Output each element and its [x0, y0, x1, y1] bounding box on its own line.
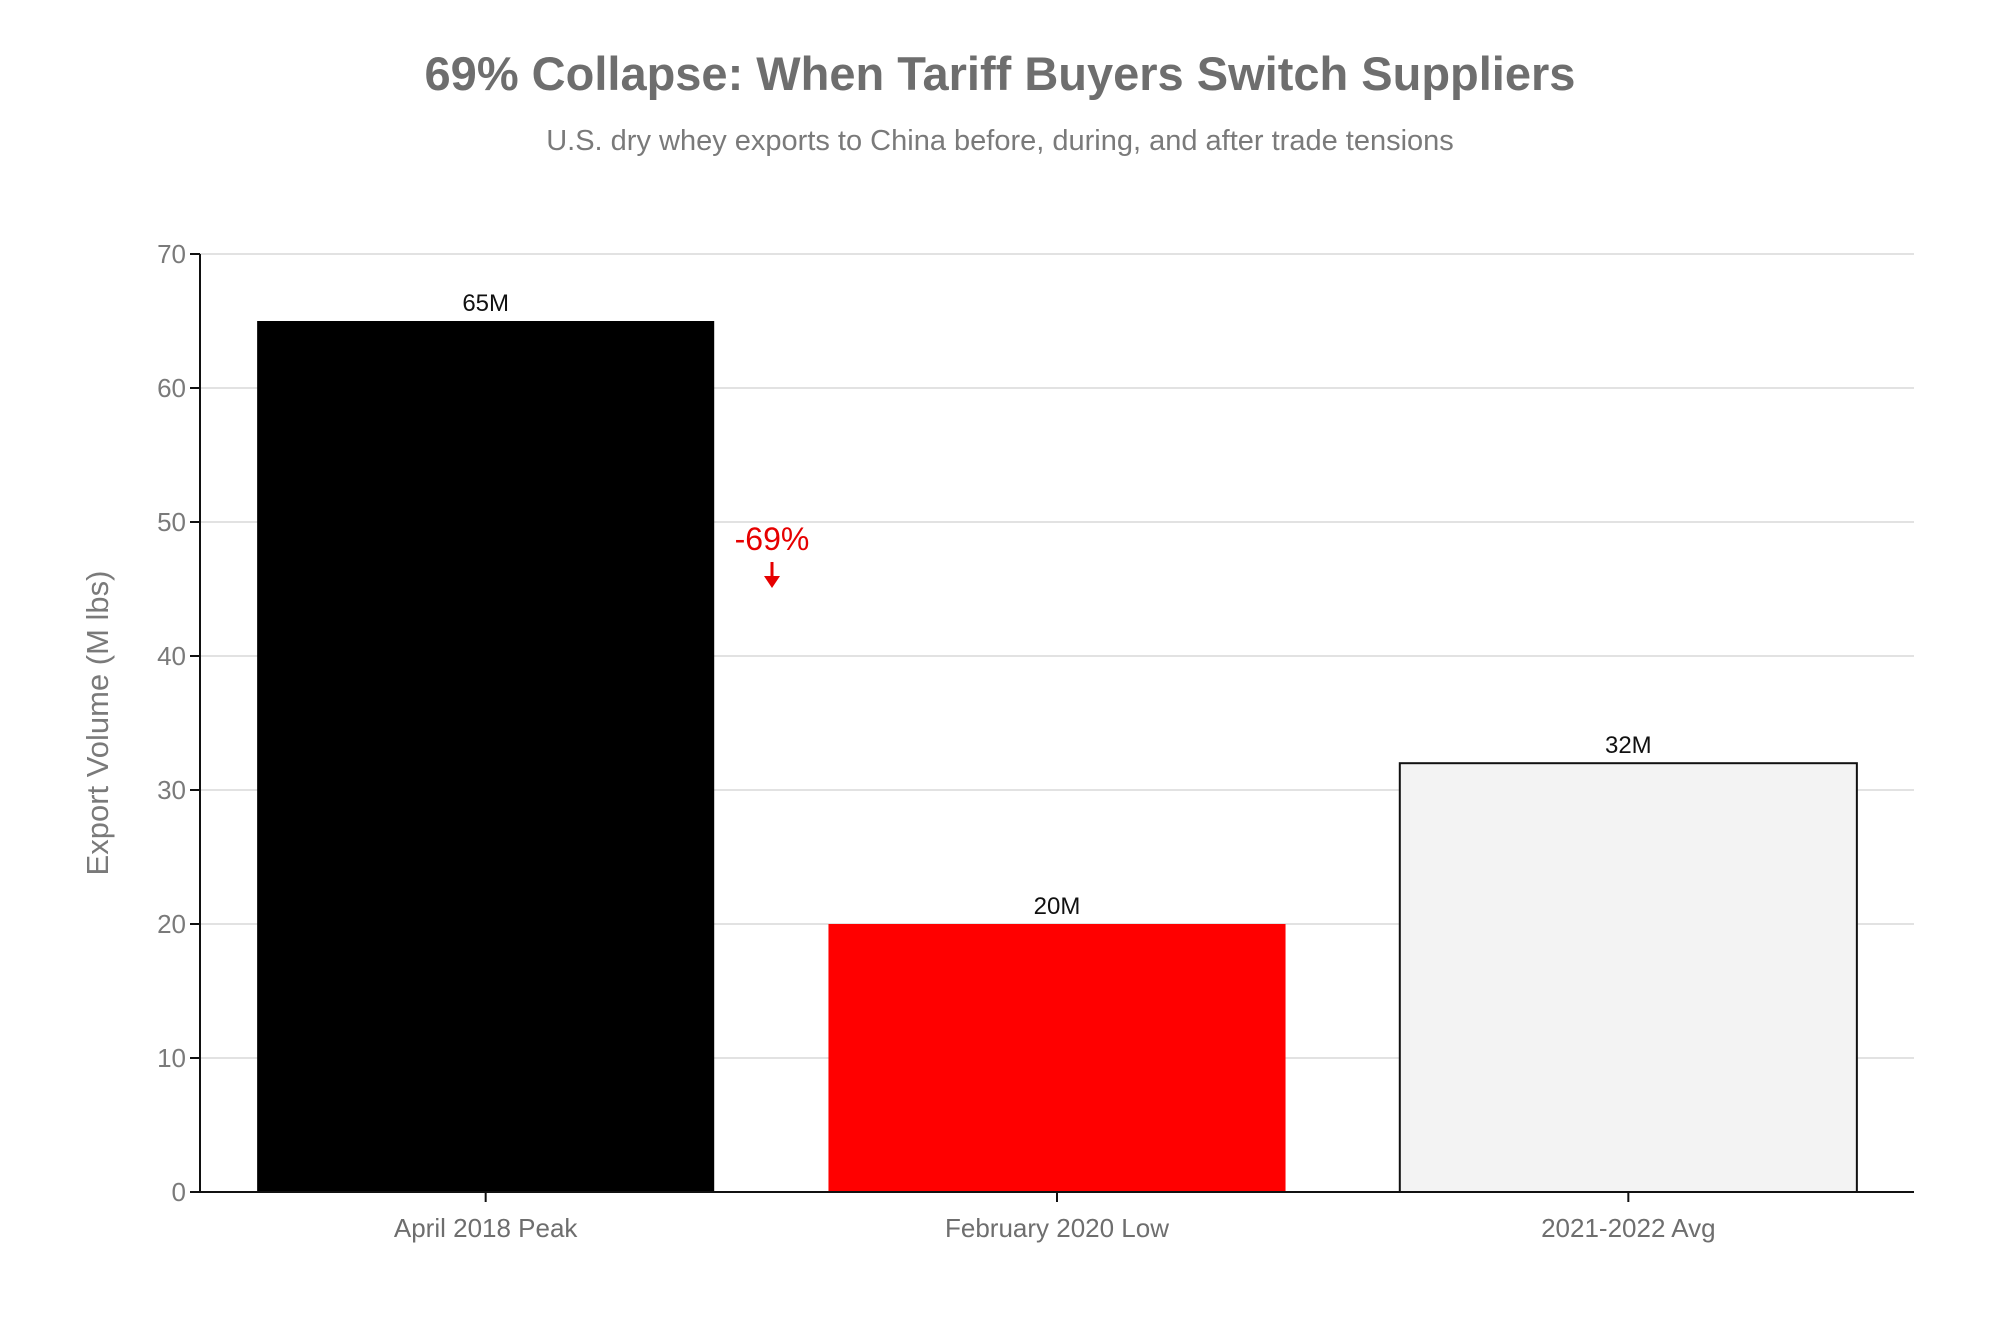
x-category-label: 2021-2022 Avg [1541, 1213, 1715, 1243]
y-tick-label: 50 [157, 507, 186, 537]
y-tick-label: 30 [157, 775, 186, 805]
x-category-label: April 2018 Peak [394, 1213, 579, 1243]
bar [257, 321, 715, 1192]
y-axis: 0 10 20 30 40 50 60 70 [157, 239, 201, 1207]
chart-subtitle: U.S. dry whey exports to China before, d… [546, 125, 1454, 157]
bar [828, 924, 1286, 1192]
annotation-label: -69% [735, 521, 810, 557]
x-category-label: February 2020 Low [945, 1213, 1169, 1243]
y-tick-label: 60 [157, 373, 186, 403]
bar-value-label: 20M [1034, 893, 1081, 920]
y-tick-label: 70 [157, 239, 186, 269]
bars: 65M 20M 32M [257, 290, 1858, 1193]
bar-value-label: 32M [1605, 732, 1652, 759]
chart-title: 69% Collapse: When Tariff Buyers Switch … [425, 47, 1576, 100]
y-axis-title: Export Volume (M lbs) [80, 571, 115, 876]
y-tick-label: 20 [157, 909, 186, 939]
drop-annotation: -69% [735, 521, 810, 588]
y-tick-label: 40 [157, 641, 186, 671]
x-axis: April 2018 Peak February 2020 Low 2021-202… [200, 1191, 1914, 1243]
y-tick-label: 10 [157, 1043, 186, 1073]
bar-value-label: 65M [462, 290, 509, 317]
y-tick-label: 0 [172, 1177, 186, 1207]
bar [1398, 762, 1858, 1193]
annotation-arrow-head [764, 576, 780, 588]
